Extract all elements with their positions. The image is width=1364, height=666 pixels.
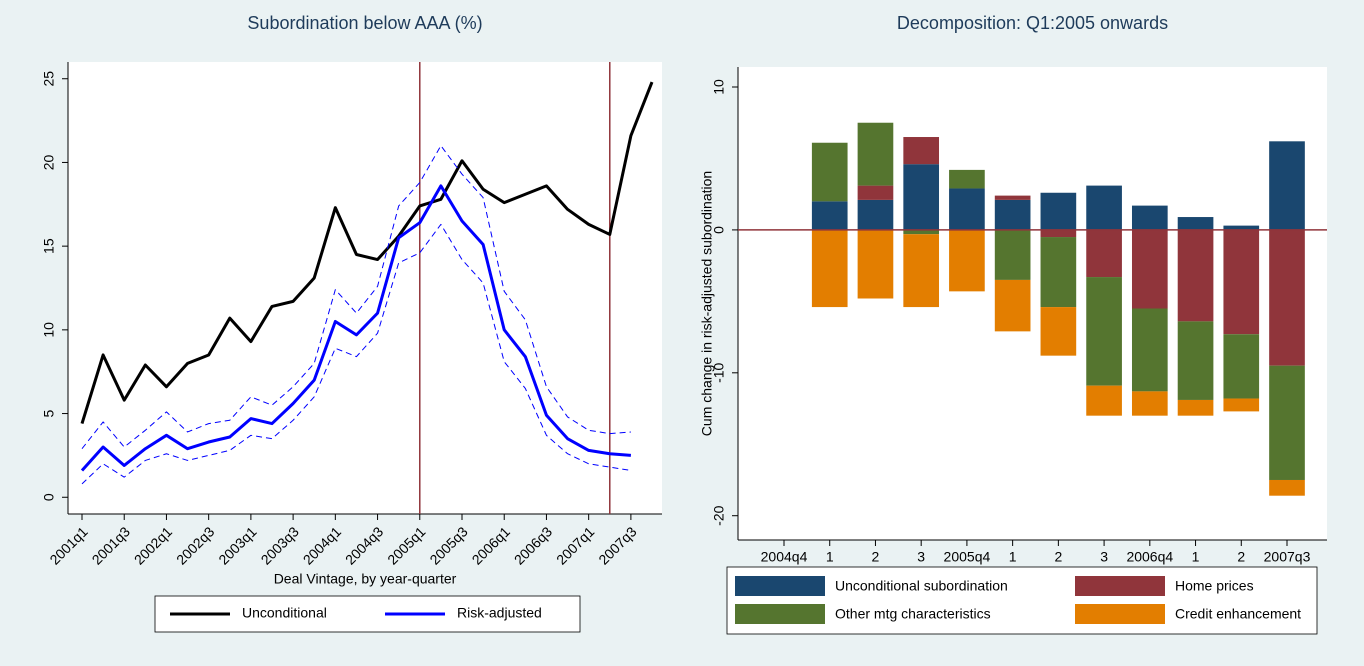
- bar-segment: [857, 229, 894, 299]
- y-tick-label: -10: [711, 362, 727, 382]
- bar-segment: [903, 164, 940, 230]
- bar-segment: [903, 234, 940, 308]
- bar-segment: [949, 188, 985, 230]
- x-tick-label: 2: [1054, 549, 1062, 565]
- bar-segment: [857, 185, 894, 200]
- bar-segment: [811, 201, 848, 230]
- plot-area: [68, 62, 662, 514]
- x-axis-title: Deal Vintage, by year-quarter: [274, 571, 457, 587]
- bar-segment: [1177, 217, 1214, 230]
- x-tick-label: 1: [1192, 549, 1200, 565]
- band-line: [81, 223, 631, 485]
- bar-segment: [1086, 185, 1122, 230]
- bar-segment: [1177, 229, 1214, 322]
- x-tick-label: 2005q4: [944, 549, 991, 565]
- x-tick-label: 2004q4: [761, 549, 808, 565]
- bar-segment: [994, 195, 1031, 200]
- bar-segment: [1040, 237, 1077, 308]
- bar-segment: [1040, 192, 1077, 230]
- legend-label: Risk-adjusted: [457, 605, 542, 621]
- bar-segment: [994, 229, 1031, 280]
- bar-segment: [1177, 399, 1214, 416]
- legend-box: [726, 566, 1318, 635]
- legend-swatch: [735, 576, 825, 596]
- bar-segment: [994, 199, 1031, 230]
- bar-segment: [1086, 229, 1122, 278]
- bar-segment: [811, 142, 848, 202]
- x-tick-label: 2: [872, 549, 880, 565]
- y-tick-label: 25: [41, 71, 57, 87]
- legend-label: Unconditional: [242, 605, 327, 621]
- bar-segment: [1131, 205, 1168, 230]
- bar-segment: [1131, 308, 1168, 392]
- legend-label: Other mtg characteristics: [835, 606, 991, 622]
- y-tick-label: 10: [41, 322, 57, 338]
- bar-segment: [949, 229, 985, 292]
- bar-segment: [1086, 385, 1122, 416]
- y-tick-label: 20: [41, 154, 57, 170]
- x-tick-label: 2006q4: [1126, 549, 1173, 565]
- x-tick-label: 3: [1100, 549, 1108, 565]
- legend-swatch: [1075, 576, 1165, 596]
- bar-segment: [811, 229, 848, 308]
- legend-label: Credit enhancement: [1175, 606, 1301, 622]
- bar-segment: [1269, 365, 1305, 480]
- bar-segment: [857, 199, 894, 230]
- bar-segment: [1223, 225, 1260, 230]
- series-line: [80, 184, 632, 472]
- chart-title: Subordination below AAA (%): [247, 13, 482, 33]
- bar-segment: [1177, 321, 1214, 400]
- bar-segment: [1040, 229, 1077, 238]
- x-tick-label: 3: [917, 549, 925, 565]
- x-tick-label: 1: [826, 549, 834, 565]
- y-axis-title: Cum change in risk-adjusted subordinatio…: [699, 171, 715, 436]
- bar-segment: [857, 122, 894, 186]
- bar-segment: [903, 229, 940, 235]
- y-tick-label: 5: [41, 409, 57, 417]
- bar-segment: [1040, 307, 1077, 356]
- bar-segment: [1131, 391, 1168, 416]
- bar-segment: [1223, 229, 1260, 335]
- bar-segment: [949, 169, 985, 189]
- y-tick-label: 0: [711, 226, 727, 234]
- y-tick-label: 10: [711, 79, 727, 95]
- bar-segment: [1269, 141, 1305, 230]
- x-tick-label: 2007q3: [1264, 549, 1311, 565]
- x-tick-label: 2: [1237, 549, 1245, 565]
- y-tick-label: 0: [41, 493, 57, 501]
- x-tick-label: 1: [1009, 549, 1017, 565]
- bar-segment: [1269, 479, 1305, 496]
- legend-label: Home prices: [1175, 578, 1254, 594]
- y-tick-label: 15: [41, 238, 57, 254]
- bar-segment: [1223, 334, 1260, 399]
- bar-segment: [994, 279, 1031, 332]
- legend-swatch: [1075, 604, 1165, 624]
- band-line: [81, 145, 631, 450]
- legend-label: Unconditional subordination: [835, 578, 1008, 594]
- series-line: [80, 81, 654, 425]
- legend-swatch: [735, 604, 825, 624]
- y-tick-label: -20: [711, 505, 727, 525]
- bar-segment: [903, 137, 940, 165]
- bar-segment: [1223, 398, 1260, 412]
- bar-segment: [1131, 229, 1168, 309]
- bar-segment: [1086, 277, 1122, 386]
- chart-title: Decomposition: Q1:2005 onwards: [897, 13, 1168, 33]
- bar-segment: [1269, 229, 1305, 366]
